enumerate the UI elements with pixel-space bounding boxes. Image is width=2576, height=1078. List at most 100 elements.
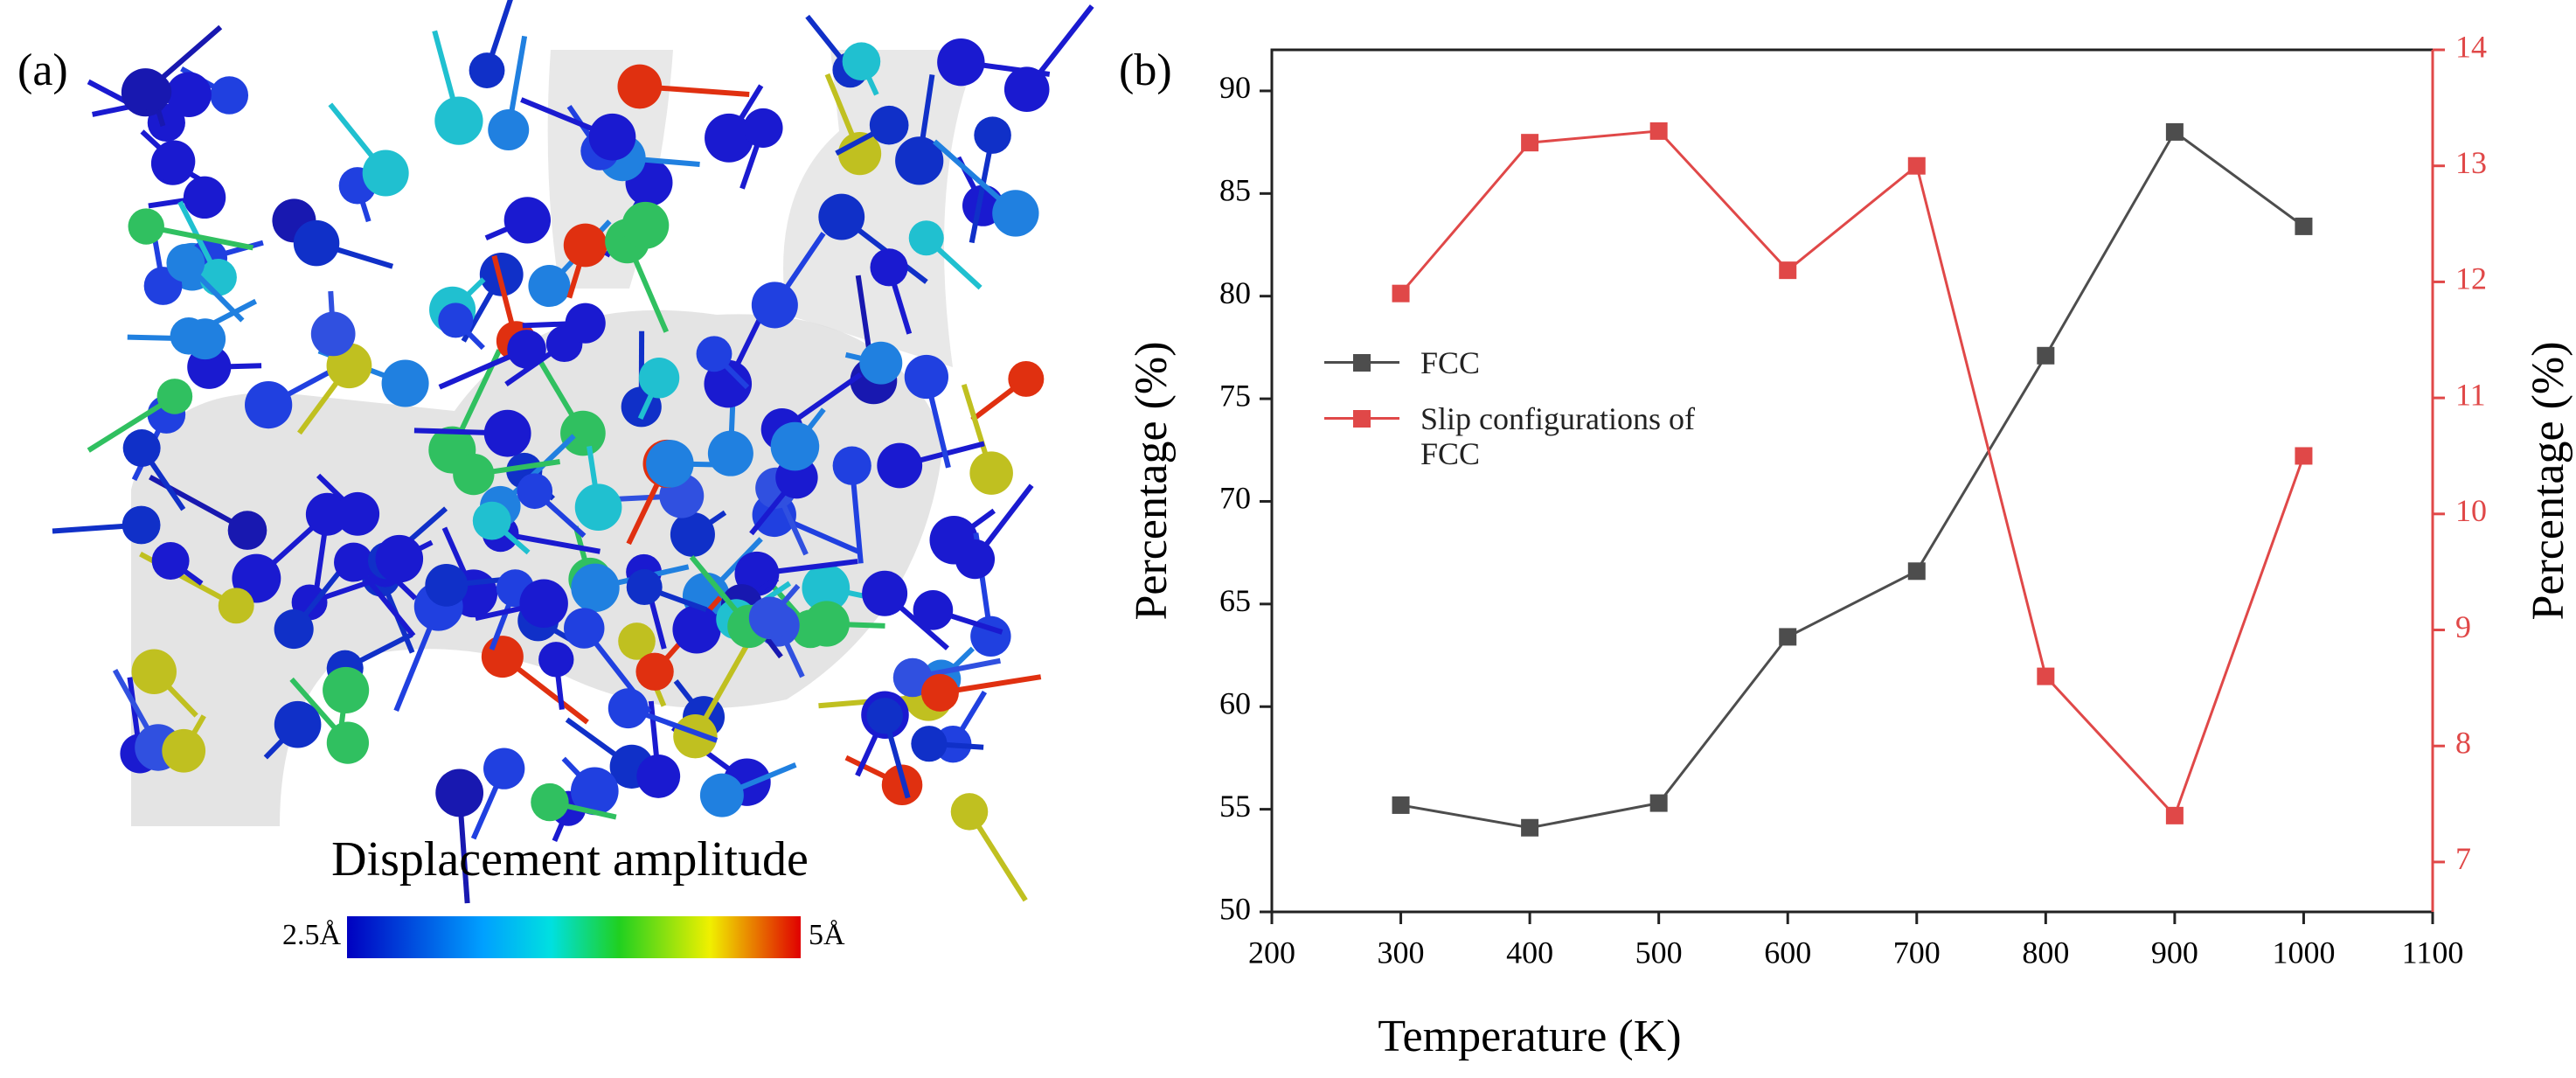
- marker: [1392, 284, 1410, 303]
- atom: [950, 793, 989, 831]
- y-tick-label: 55: [1219, 789, 1251, 824]
- atom: [184, 318, 226, 360]
- y2-tick-label: 7: [2455, 841, 2471, 876]
- marker: [1649, 122, 1668, 140]
- x-tick-label: 400: [1506, 935, 1553, 970]
- atom: [151, 542, 190, 580]
- atom: [166, 72, 212, 118]
- x-tick-label: 200: [1248, 935, 1295, 970]
- y-tick-label: 85: [1219, 173, 1251, 208]
- atom: [438, 303, 474, 338]
- atom: [803, 601, 850, 647]
- atom: [434, 96, 483, 145]
- atom: [869, 105, 909, 145]
- atom: [503, 197, 552, 244]
- x-tick-label: 1100: [2402, 935, 2464, 970]
- marker: [1521, 134, 1539, 152]
- atom: [621, 201, 670, 249]
- legend-marker: [1353, 354, 1371, 372]
- atom: [435, 769, 484, 817]
- atom: [904, 354, 949, 400]
- atom: [305, 492, 349, 536]
- atom: [274, 700, 322, 748]
- atom: [538, 642, 574, 678]
- atom: [707, 430, 753, 476]
- x-tick-label: 300: [1378, 935, 1425, 970]
- atom: [588, 113, 636, 161]
- panel-label: (a): [17, 45, 68, 95]
- atom: [560, 410, 606, 456]
- y-tick-label: 90: [1219, 70, 1251, 105]
- atom: [310, 311, 356, 357]
- atom: [274, 609, 314, 650]
- atom: [218, 588, 254, 624]
- atom: [131, 649, 177, 694]
- atom: [122, 505, 161, 545]
- marker: [2295, 217, 2313, 235]
- atom: [626, 569, 663, 606]
- marker: [1907, 156, 1926, 175]
- legend-label: Slip configurations of FCC: [1420, 401, 1695, 471]
- x-tick-label: 1000: [2272, 935, 2335, 970]
- atom: [672, 605, 721, 654]
- atom: [1003, 66, 1050, 112]
- atom: [199, 259, 237, 296]
- atom: [381, 359, 429, 407]
- atom-scene: [52, 0, 1094, 904]
- atom: [472, 501, 511, 540]
- x-tick-label: 800: [2022, 935, 2069, 970]
- atom: [842, 42, 881, 81]
- legend: FCC Slip configurations of FCC: [1324, 345, 1753, 492]
- y-tick-label: 60: [1219, 686, 1251, 721]
- atom: [908, 220, 944, 256]
- atom: [646, 440, 694, 488]
- atom: [162, 728, 206, 773]
- atom: [481, 636, 524, 678]
- atom: [895, 136, 944, 185]
- atom: [673, 713, 718, 759]
- atom: [913, 590, 954, 630]
- atom: [618, 622, 656, 660]
- atom: [992, 190, 1039, 237]
- atom: [469, 52, 505, 88]
- atom: [133, 73, 172, 111]
- colorbar: [347, 916, 801, 958]
- x-tick-label: 900: [2151, 935, 2198, 970]
- atom: [519, 579, 568, 629]
- marker: [1649, 794, 1668, 812]
- y2-tick-label: 11: [2455, 377, 2486, 412]
- x-tick-label: 600: [1764, 935, 1811, 970]
- atom: [488, 109, 530, 151]
- marker: [1521, 818, 1539, 837]
- atom: [156, 379, 193, 414]
- atom: [564, 608, 605, 649]
- atom: [334, 542, 373, 582]
- atom: [969, 451, 1013, 495]
- atom: [877, 442, 923, 489]
- surface: [783, 50, 979, 367]
- atom: [122, 429, 161, 468]
- atom: [245, 380, 293, 429]
- marker: [2165, 122, 2184, 141]
- atom: [608, 688, 649, 729]
- atom: [802, 564, 851, 612]
- atom: [375, 534, 424, 583]
- legend-label: FCC: [1420, 345, 1481, 380]
- atom: [870, 248, 908, 287]
- x-tick-label: 700: [1893, 935, 1941, 970]
- y2-tick-label: 10: [2455, 493, 2487, 528]
- y-tick-label: 70: [1219, 481, 1251, 516]
- atom: [210, 76, 249, 115]
- atom: [453, 453, 495, 496]
- atom: [425, 563, 469, 607]
- atom: [563, 223, 608, 268]
- marker: [2037, 346, 2055, 365]
- legend-entry: FCC: [1324, 345, 1753, 380]
- panel-label: (b): [1119, 45, 1172, 95]
- atom: [227, 511, 267, 550]
- y-tick-label: 65: [1219, 583, 1251, 618]
- atom: [705, 113, 753, 163]
- atom: [859, 341, 903, 385]
